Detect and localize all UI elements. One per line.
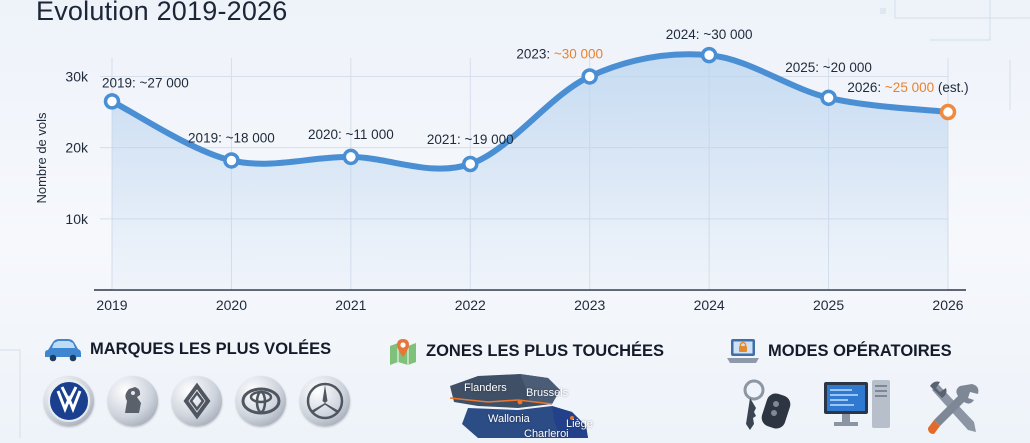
data-point-label-prefix: 2019: (102, 75, 140, 90)
data-point-label: 2025: ~20 000 (785, 60, 872, 75)
y-tick-label: 20k (65, 140, 89, 156)
data-point-label-value: ~18 000 (226, 130, 275, 145)
tools-icon (928, 381, 979, 434)
data-point-label-prefix: 2026: (847, 80, 885, 95)
map-label-liege: Liège (566, 418, 593, 430)
data-point-label-value: ~27 000 (140, 75, 189, 90)
map-label-charleroi: Charleroi (524, 428, 569, 440)
data-point-label-prefix: 2020: (308, 127, 346, 142)
data-point-marker (581, 68, 598, 85)
data-point-label-value: ~20 000 (823, 60, 872, 75)
zones-section-heading: ZONES LES PLUS TOUCHÉES (388, 336, 664, 366)
line-chart: 10k 20k 30k 2019 2020 2021 2022 2023 2024 2025 202… (34, 27, 969, 313)
mercedes-logo-icon (300, 376, 350, 426)
data-point-label: 2021: ~19 000 (427, 132, 514, 147)
data-point-label: 2023: ~30 000 (516, 46, 603, 61)
data-point-marker (342, 148, 360, 166)
data-point-label-prefix: 2024: (666, 27, 704, 42)
data-point-marker (820, 89, 837, 107)
y-tick-label: 30k (65, 68, 89, 84)
car-keys-icon (743, 379, 791, 430)
x-tick-label: 2024 (694, 297, 725, 313)
data-point-label-prefix: 2025: (785, 60, 823, 75)
zones-heading-text: ZONES LES PLUS TOUCHÉES (426, 341, 665, 360)
volkswagen-logo-icon (44, 376, 94, 426)
chart-title: Évolution 2019-2026 (36, 0, 288, 26)
modes-section-heading: MODES OPÉRATOIRES (726, 336, 952, 366)
laptop-lock-icon (727, 339, 759, 363)
data-point-label-suffix: (est.) (934, 80, 969, 95)
data-point-label-value: ~30 000 (554, 46, 603, 61)
data-point-label-prefix: 2021: (427, 132, 465, 147)
data-point-label-value: ~25 000 (885, 80, 934, 95)
data-point-label: 2024: ~30 000 (666, 27, 753, 42)
data-point-label: 2020: ~11 000 (308, 127, 394, 142)
data-point-marker-estimate (939, 103, 957, 121)
data-point-label-prefix: 2019: (188, 130, 226, 145)
data-point-marker (700, 46, 718, 64)
computer-icon (824, 380, 890, 428)
series-area (112, 54, 948, 290)
series-line (109, 51, 951, 172)
brands-heading-text: MARQUES LES PLUS VOLÉES (90, 339, 332, 358)
modes-heading-text: MODES OPÉRATOIRES (768, 341, 952, 360)
brand-logos (44, 376, 350, 426)
toyota-logo-icon (236, 376, 286, 426)
map-label-flanders: Flanders (464, 382, 507, 394)
car-icon (45, 339, 81, 362)
x-tick-label: 2019 (96, 297, 127, 313)
x-tick-label: 2025 (813, 297, 844, 313)
renault-logo-icon (172, 376, 222, 426)
peugeot-logo-icon (108, 376, 158, 426)
data-point-label: 2019: ~27 000 (102, 75, 189, 90)
x-tick-label: 2026 (932, 297, 963, 313)
y-tick-label: 10k (65, 211, 89, 227)
data-point-label-value: ~30 000 (703, 27, 752, 42)
modes-icons (728, 378, 988, 438)
x-tick-label: 2020 (216, 297, 247, 313)
x-tick-label: 2023 (574, 297, 605, 313)
data-point-marker (462, 155, 479, 173)
data-point-marker (223, 152, 240, 169)
y-axis-label: Nombre de vols (34, 112, 49, 204)
map-label-wallonia: Wallonia (488, 413, 530, 425)
brands-section-heading: MARQUES LES PLUS VOLÉES (44, 336, 331, 362)
map-pin-icon (390, 339, 416, 365)
data-point-label-value: ~19 000 (464, 132, 513, 147)
data-point-label: 2019: ~18 000 (188, 130, 275, 145)
data-point-label-value: ~11 000 (346, 127, 394, 142)
x-tick-label: 2022 (455, 297, 486, 313)
data-point-label-prefix: 2023: (516, 46, 554, 61)
map-label-brussels: Brussels (526, 387, 569, 399)
data-point-marker (103, 93, 121, 110)
data-point-label: 2026: ~25 000 (est.) (847, 80, 968, 95)
belgium-map: Flanders Brussels Wallonia Liège Charler… (448, 368, 598, 440)
x-tick-label: 2021 (335, 297, 366, 313)
